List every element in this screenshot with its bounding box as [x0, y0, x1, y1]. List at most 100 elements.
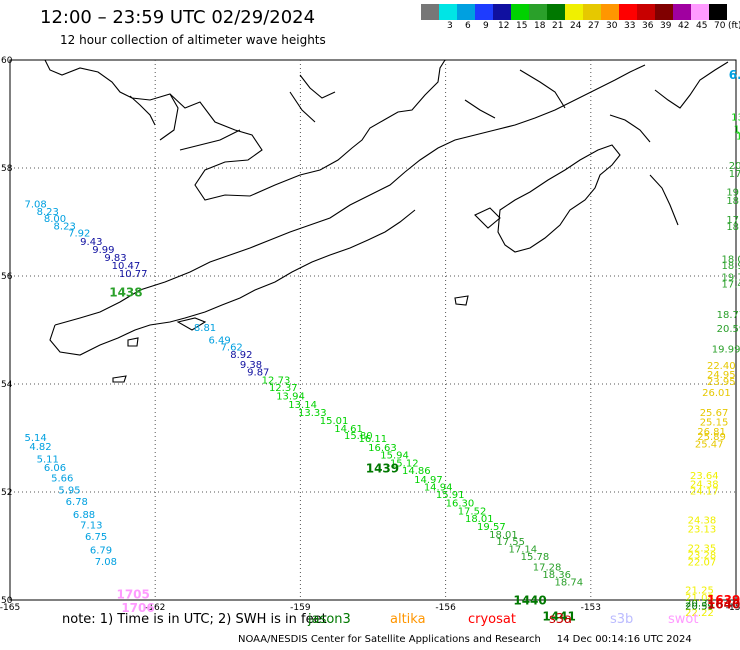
lat-tick-label: 52 [1, 488, 12, 498]
lat-tick-label: 58 [1, 164, 13, 174]
legend-swatch [583, 4, 601, 20]
page-subtitle: 12 hour collection of altimeter wave hei… [60, 33, 326, 47]
footer-timestamp: 14 Dec 00:14:16 UTC 2024 [556, 634, 692, 645]
legend-swatch [439, 4, 457, 20]
wave-height-label: 18.01 [465, 514, 494, 525]
wave-height-label: 25.47 [695, 440, 724, 451]
wave-height-label: 15.80 [344, 431, 373, 442]
wave-height-label: 21.25 [685, 586, 714, 597]
wave-height-label: 6.75 [85, 532, 107, 543]
wave-height-label: 16.30 [446, 499, 475, 510]
wave-height-label: 6.88 [73, 510, 95, 521]
legend-swatch [511, 4, 529, 20]
legend-swatch [421, 4, 439, 20]
wave-height-label: 18.01 [489, 530, 518, 541]
satellite-altika: altika [390, 612, 426, 627]
wave-height-label: 4.82 [29, 442, 51, 453]
lat-tick-label: 60 [1, 56, 13, 66]
coastline-segment [179, 129, 241, 151]
wave-height-label: 19.34 [726, 188, 740, 199]
wave-height-label: 16.28 [736, 131, 740, 142]
satellite-cryosat: cryosat [468, 612, 516, 627]
coastline-segment [159, 93, 179, 141]
coastline-segment [54, 64, 646, 326]
wave-height-label: 8.00 [44, 214, 66, 225]
pass-time-label: 6.9 [729, 68, 740, 82]
wave-height-label: 15.78 [521, 552, 550, 563]
pass-time-label: 1440 [513, 593, 546, 607]
legend-swatch [475, 4, 493, 20]
wave-height-label: 23.64 [690, 471, 719, 482]
legend-label: 9 [483, 21, 489, 31]
wave-height-label: 23.28 [688, 550, 717, 561]
legend-swatch [673, 4, 691, 20]
legend-label: 42 [678, 21, 690, 31]
legend-label: 36 [642, 21, 654, 31]
wave-height-label: 18.02 [721, 255, 740, 266]
legend-swatch [457, 4, 475, 20]
wave-height-label: 8.81 [194, 323, 216, 334]
wave-height-label: 5.11 [37, 454, 59, 465]
coastline-segment [454, 295, 469, 306]
coastline-segment [49, 209, 416, 356]
wave-height-label: 18.93 [721, 261, 740, 272]
satellite-s3a: s3a [549, 612, 573, 627]
legend-label: 18 [534, 21, 546, 31]
coastline-segment [289, 91, 316, 123]
wave-height-label: 15.91 [436, 490, 465, 501]
coastline-segment [299, 74, 336, 99]
wave-height-label: 20.40 [729, 161, 740, 172]
wave-height-label: 9.38 [240, 360, 262, 371]
wave-height-label: 17.89 [729, 169, 740, 180]
satellite-jason3: jason3 [308, 612, 351, 627]
wave-height-label: 18.74 [555, 577, 584, 588]
pass-time-label: 1706 [121, 601, 154, 615]
wave-height-label: 13.14 [288, 400, 317, 411]
wave-height-label: 22.07 [688, 557, 717, 568]
lat-tick-label: 54 [1, 380, 13, 390]
wave-height-label: 14.61 [334, 424, 363, 435]
legend-label: 70 [714, 21, 726, 31]
pass-time-label: 1438 [109, 286, 142, 300]
wave-height-label: 17.48 [721, 279, 740, 290]
wave-height-label: 22.22 [685, 608, 714, 619]
wave-height-label: 21.08 [685, 593, 714, 604]
coastline-segment [474, 207, 501, 229]
wave-height-label: 16.66 [734, 124, 740, 135]
lat-tick-label: 50 [1, 596, 13, 606]
wave-height-label: 26.81 [697, 427, 726, 438]
legend-swatch [529, 4, 547, 20]
wave-height-label: 13.94 [276, 392, 305, 403]
altimeter-tracks: 7.088.238.008.237.929.439.999.8310.4710.… [25, 68, 740, 624]
legend-swatch [655, 4, 673, 20]
coastline-segment [129, 95, 156, 126]
wave-height-label: 22.35 [688, 543, 717, 554]
lon-tick-label: -153 [581, 603, 601, 613]
legend-swatch [709, 4, 727, 20]
coastline-segment [464, 99, 496, 119]
wave-height-label: 6.06 [44, 463, 66, 474]
wave-height-label: 25.89 [697, 432, 726, 443]
legend-label: 24 [570, 21, 582, 31]
wave-height-label: 9.83 [104, 253, 126, 264]
wave-height-label: 24.38 [688, 515, 717, 526]
pass-time-label: 1640 [707, 598, 740, 612]
wave-height-label: 7.62 [221, 343, 243, 354]
wave-height-label: 10.47 [112, 261, 141, 272]
pass-time-label: 1639 [707, 593, 740, 607]
wave-height-label: 24.95 [707, 370, 736, 381]
legend-label: 45 [696, 21, 708, 31]
wave-height-label: 22.40 [707, 361, 736, 372]
wave-height-label: 14.86 [402, 466, 431, 477]
legend-swatch [637, 4, 655, 20]
coastline-segment [112, 375, 127, 383]
wave-height-label: 20.59 [685, 602, 714, 613]
legend-swatch [493, 4, 511, 20]
wave-height-label: 8.23 [54, 222, 76, 233]
legend-swatch [565, 4, 583, 20]
color-legend [421, 4, 727, 20]
wave-height-label: 18.36 [542, 570, 571, 581]
wave-height-label: 5.95 [58, 486, 80, 497]
wave-height-label: 6.49 [208, 336, 230, 347]
wave-height-label: 9.43 [80, 237, 102, 248]
